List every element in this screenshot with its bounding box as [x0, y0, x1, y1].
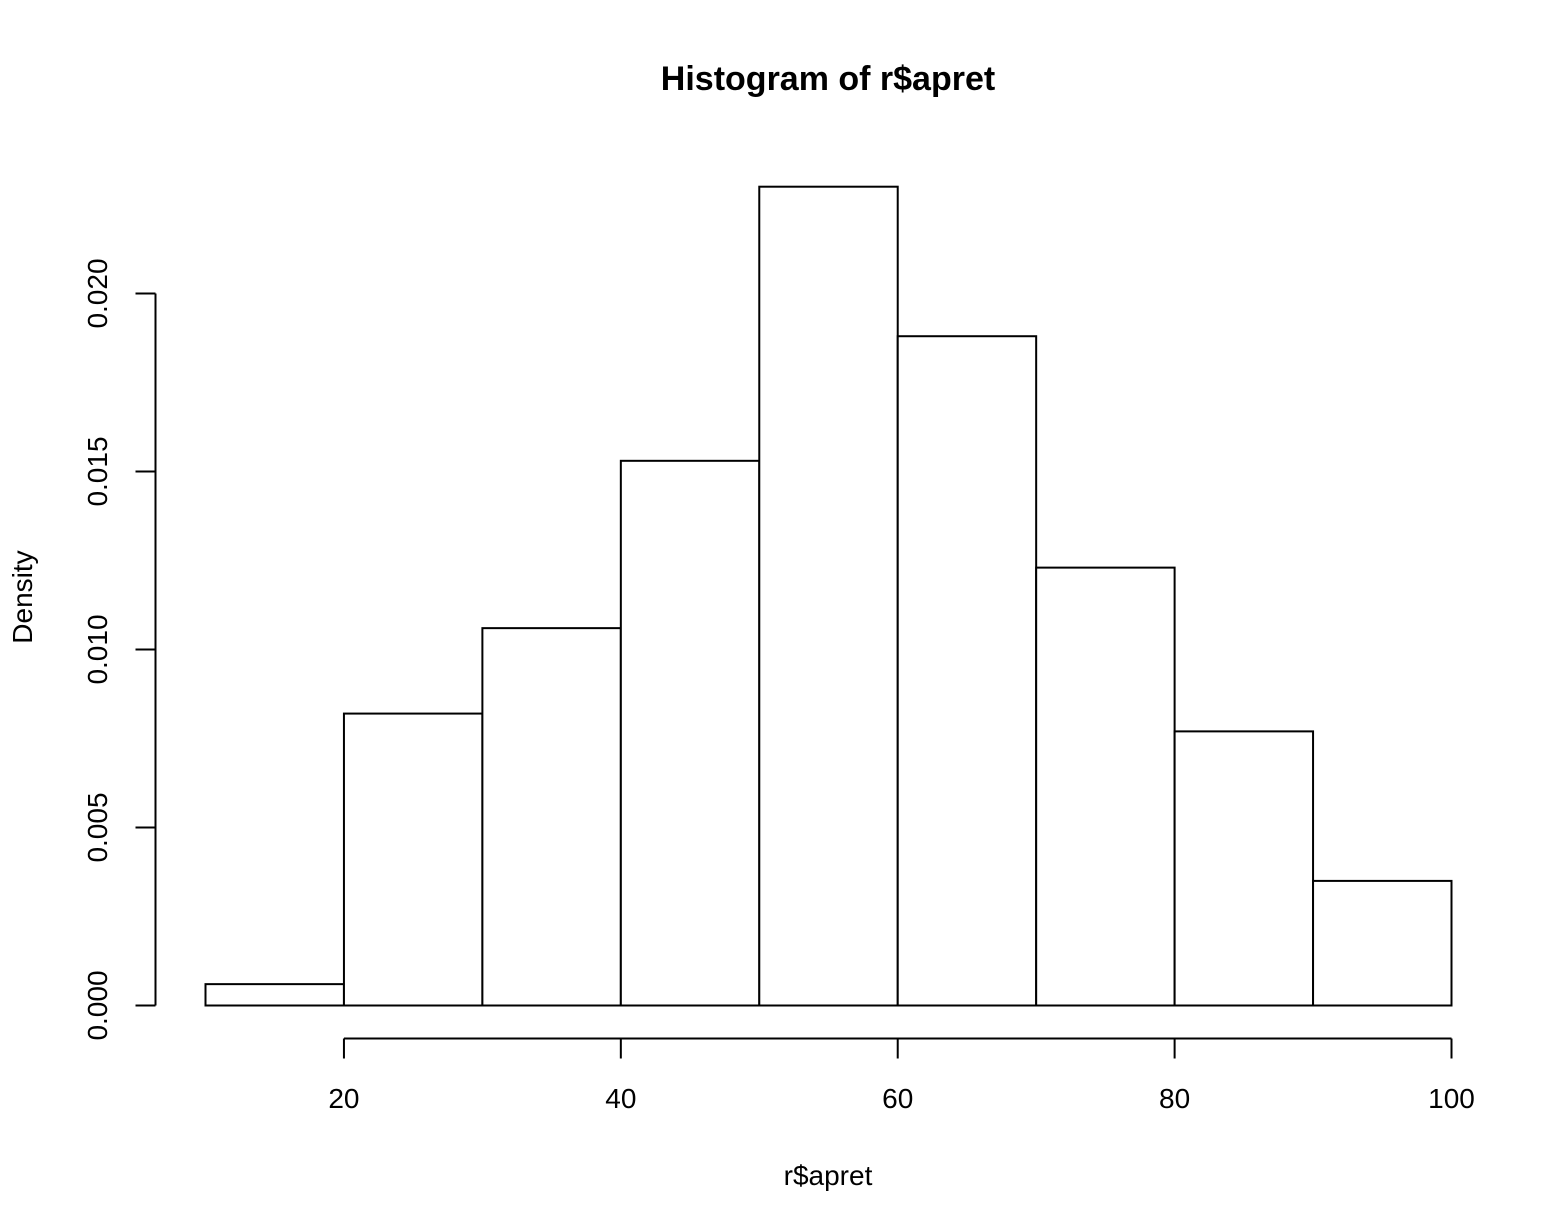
x-tick-label-3: 80	[1159, 1083, 1190, 1114]
histogram-bar-3	[619, 459, 761, 1007]
x-tick-label-4: 100	[1428, 1083, 1475, 1114]
y-tick-label-2: 0.010	[82, 614, 113, 684]
x-tick-label-2: 60	[882, 1083, 913, 1114]
histogram-bar-6	[1035, 566, 1176, 1007]
y-tick-label-0: 0.000	[82, 970, 113, 1040]
y-axis-label: Density	[7, 550, 38, 643]
x-axis: 20 40 60 80 100	[328, 1037, 1475, 1114]
histogram-bar-7	[1173, 730, 1315, 1007]
histogram-bar-8	[1312, 879, 1453, 1007]
histogram-bar-1	[342, 712, 484, 1007]
x-tick-label-0: 20	[328, 1083, 359, 1114]
y-tick-label-4: 0.020	[82, 258, 113, 328]
y-tick-label-1: 0.005	[82, 792, 113, 862]
y-axis: 0.000 0.005 0.010 0.015 0.020	[82, 258, 157, 1041]
histogram-bar-4	[758, 185, 899, 1007]
y-tick-label-3: 0.015	[82, 436, 113, 506]
histogram-bar-2	[481, 627, 622, 1007]
x-tick-label-1: 40	[605, 1083, 636, 1114]
histogram-bar-0	[204, 983, 345, 1007]
chart-title: Histogram of r$apret	[661, 60, 995, 98]
bars-group	[204, 185, 1453, 1007]
x-axis-label: r$apret	[784, 1160, 873, 1191]
histogram-bar-5	[896, 335, 1038, 1007]
